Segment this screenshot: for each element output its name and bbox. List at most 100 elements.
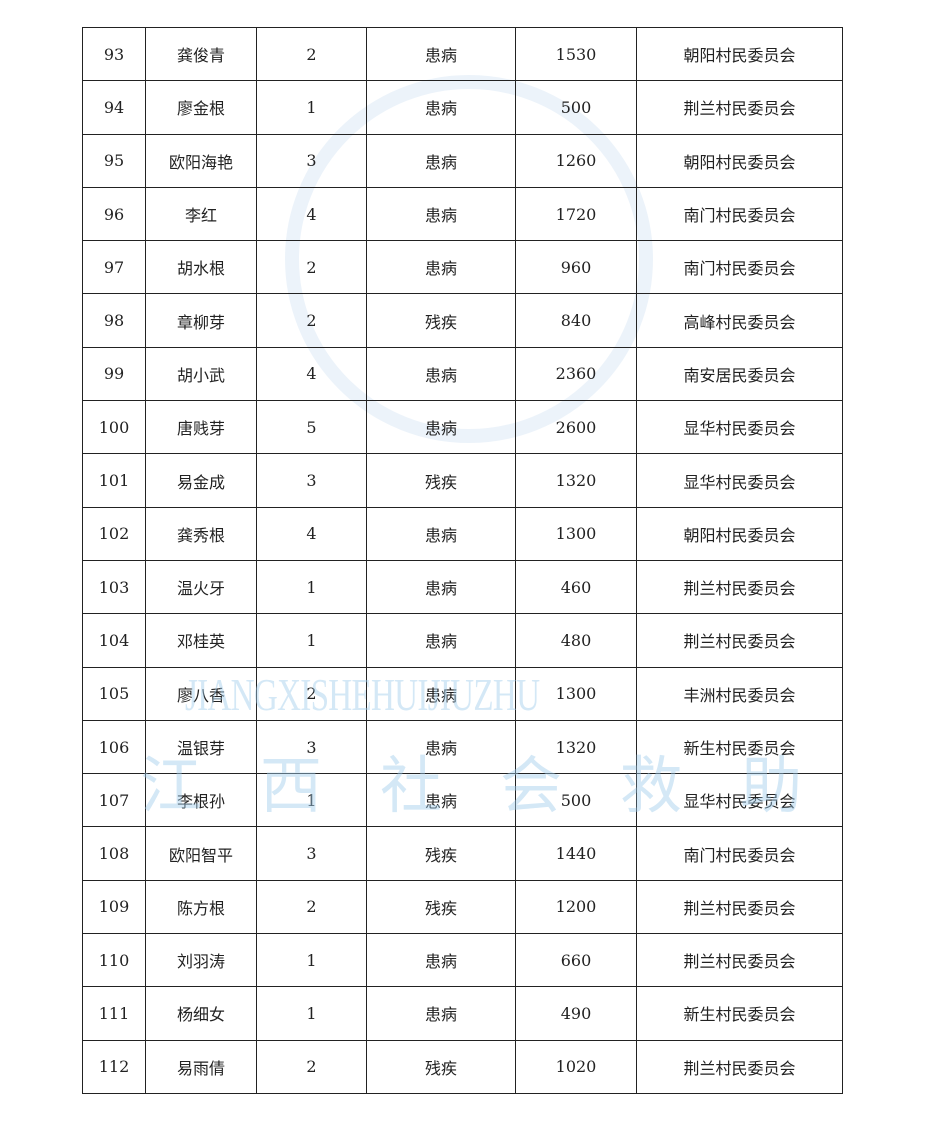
table-row: 100 唐贱芽 5 患病 2600 显华村民委员会 bbox=[82, 400, 843, 455]
cell-reason: 患病 bbox=[366, 719, 516, 775]
table-row: 96 李红 4 患病 1720 南门村民委员会 bbox=[82, 186, 843, 242]
table-row: 106 温银芽 3 患病 1320 新生村民委员会 bbox=[82, 719, 843, 775]
cell-household-size: 1 bbox=[256, 613, 367, 668]
cell-name: 龚俊青 bbox=[145, 26, 257, 82]
cell-name: 胡小武 bbox=[145, 346, 257, 402]
watermark-char: 会 bbox=[500, 749, 563, 822]
cell-reason: 患病 bbox=[366, 133, 516, 188]
cell-committee: 荆兰村民委员会 bbox=[636, 80, 843, 135]
cell-reason: 残疾 bbox=[366, 453, 516, 508]
watermark-english: JIANGXISHEHUIJIUZHU bbox=[185, 669, 540, 720]
cell-name: 温火牙 bbox=[145, 559, 257, 615]
cell-amount: 460 bbox=[515, 559, 637, 615]
cell-committee: 显华村民委员会 bbox=[636, 453, 843, 508]
table-row: 95 欧阳海艳 3 患病 1260 朝阳村民委员会 bbox=[82, 133, 843, 188]
cell-reason: 患病 bbox=[366, 240, 516, 295]
cell-household-size: 2 bbox=[256, 1039, 367, 1094]
watermark-char: 社 bbox=[380, 749, 443, 822]
cell-row-number: 96 bbox=[82, 186, 146, 242]
table-row: 101 易金成 3 残疾 1320 显华村民委员会 bbox=[82, 453, 843, 508]
cell-name: 邓桂英 bbox=[145, 613, 257, 668]
cell-household-size: 5 bbox=[256, 400, 367, 455]
cell-committee: 显华村民委员会 bbox=[636, 400, 843, 455]
cell-row-number: 112 bbox=[82, 1039, 146, 1094]
cell-household-size: 2 bbox=[256, 666, 367, 721]
watermark-char: 救 bbox=[620, 749, 683, 822]
cell-reason: 残疾 bbox=[366, 879, 516, 935]
cell-name: 欧阳智平 bbox=[145, 826, 257, 881]
cell-name: 唐贱芽 bbox=[145, 400, 257, 455]
watermark-chinese: 江 西 社 会 救 助 bbox=[140, 735, 802, 825]
cell-household-size: 1 bbox=[256, 80, 367, 135]
cell-name: 李根孙 bbox=[145, 773, 257, 828]
cell-committee: 新生村民委员会 bbox=[636, 986, 843, 1041]
cell-name: 李红 bbox=[145, 186, 257, 242]
cell-reason: 残疾 bbox=[366, 293, 516, 348]
table-row: 108 欧阳智平 3 残疾 1440 南门村民委员会 bbox=[82, 826, 843, 881]
cell-row-number: 99 bbox=[82, 346, 146, 402]
cell-name: 胡水根 bbox=[145, 240, 257, 295]
watermark-char: 助 bbox=[740, 749, 803, 822]
cell-row-number: 100 bbox=[82, 400, 146, 455]
cell-row-number: 102 bbox=[82, 506, 146, 561]
cell-amount: 2600 bbox=[515, 400, 637, 455]
cell-name: 章柳芽 bbox=[145, 293, 257, 348]
cell-household-size: 4 bbox=[256, 346, 367, 402]
cell-committee: 新生村民委员会 bbox=[636, 719, 843, 775]
cell-reason: 患病 bbox=[366, 613, 516, 668]
cell-household-size: 2 bbox=[256, 879, 367, 935]
cell-amount: 1530 bbox=[515, 26, 637, 82]
table-row: 97 胡水根 2 患病 960 南门村民委员会 bbox=[82, 240, 843, 295]
cell-amount: 1260 bbox=[515, 133, 637, 188]
cell-amount: 480 bbox=[515, 613, 637, 668]
cell-row-number: 108 bbox=[82, 826, 146, 881]
cell-row-number: 103 bbox=[82, 559, 146, 615]
cell-amount: 500 bbox=[515, 773, 637, 828]
table-row: 94 廖金根 1 患病 500 荆兰村民委员会 bbox=[82, 80, 843, 135]
table-row: 112 易雨倩 2 残疾 1020 荆兰村民委员会 bbox=[82, 1039, 843, 1094]
table-row: 103 温火牙 1 患病 460 荆兰村民委员会 bbox=[82, 559, 843, 615]
table-row: 93 龚俊青 2 患病 1530 朝阳村民委员会 bbox=[82, 26, 843, 82]
cell-household-size: 2 bbox=[256, 293, 367, 348]
cell-name: 刘羽涛 bbox=[145, 933, 257, 988]
watermark-char: 江 bbox=[140, 749, 203, 822]
table-row: 99 胡小武 4 患病 2360 南安居民委员会 bbox=[82, 346, 843, 402]
cell-row-number: 93 bbox=[82, 26, 146, 82]
table-row: 111 杨细女 1 患病 490 新生村民委员会 bbox=[82, 986, 843, 1041]
cell-name: 廖金根 bbox=[145, 80, 257, 135]
cell-reason: 患病 bbox=[366, 186, 516, 242]
cell-name: 龚秀根 bbox=[145, 506, 257, 561]
cell-amount: 840 bbox=[515, 293, 637, 348]
cell-amount: 660 bbox=[515, 933, 637, 988]
table-row: 110 刘羽涛 1 患病 660 荆兰村民委员会 bbox=[82, 933, 843, 988]
cell-name: 欧阳海艳 bbox=[145, 133, 257, 188]
cell-name: 易雨倩 bbox=[145, 1039, 257, 1094]
cell-row-number: 111 bbox=[82, 986, 146, 1041]
cell-household-size: 1 bbox=[256, 559, 367, 615]
cell-row-number: 98 bbox=[82, 293, 146, 348]
cell-reason: 患病 bbox=[366, 986, 516, 1041]
cell-committee: 南门村民委员会 bbox=[636, 186, 843, 242]
cell-amount: 1720 bbox=[515, 186, 637, 242]
table-row: 104 邓桂英 1 患病 480 荆兰村民委员会 bbox=[82, 613, 843, 668]
cell-row-number: 106 bbox=[82, 719, 146, 775]
cell-committee: 朝阳村民委员会 bbox=[636, 133, 843, 188]
cell-amount: 1020 bbox=[515, 1039, 637, 1094]
cell-committee: 高峰村民委员会 bbox=[636, 293, 843, 348]
cell-reason: 患病 bbox=[366, 666, 516, 721]
cell-committee: 荆兰村民委员会 bbox=[636, 559, 843, 615]
cell-household-size: 3 bbox=[256, 826, 367, 881]
cell-reason: 患病 bbox=[366, 80, 516, 135]
cell-reason: 患病 bbox=[366, 26, 516, 82]
cell-committee: 荆兰村民委员会 bbox=[636, 879, 843, 935]
cell-committee: 朝阳村民委员会 bbox=[636, 26, 843, 82]
cell-name: 易金成 bbox=[145, 453, 257, 508]
table-row: 98 章柳芽 2 残疾 840 高峰村民委员会 bbox=[82, 293, 843, 348]
cell-amount: 500 bbox=[515, 80, 637, 135]
cell-committee: 南门村民委员会 bbox=[636, 240, 843, 295]
cell-household-size: 4 bbox=[256, 186, 367, 242]
cell-amount: 2360 bbox=[515, 346, 637, 402]
watermark-char: 西 bbox=[260, 749, 323, 822]
cell-committee: 荆兰村民委员会 bbox=[636, 1039, 843, 1094]
cell-household-size: 3 bbox=[256, 133, 367, 188]
